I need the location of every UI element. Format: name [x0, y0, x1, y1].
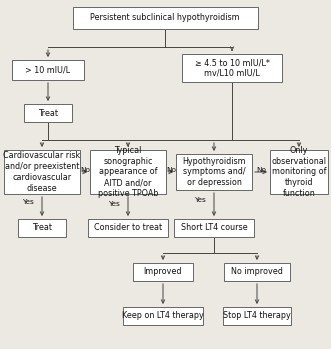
Text: Keep on LT4 therapy: Keep on LT4 therapy [122, 312, 204, 320]
Text: Treat: Treat [38, 109, 58, 118]
Text: Persistent subclinical hypothyroidism: Persistent subclinical hypothyroidism [90, 14, 240, 22]
Text: Hypothyroidism
symptoms and/
or depression: Hypothyroidism symptoms and/ or depressi… [182, 157, 246, 187]
Text: > 10 mIU/L: > 10 mIU/L [25, 66, 71, 74]
FancyBboxPatch shape [133, 263, 193, 281]
Text: Only
observational
monitoring of
thyroid
function: Only observational monitoring of thyroid… [271, 146, 326, 198]
FancyBboxPatch shape [182, 54, 282, 82]
FancyBboxPatch shape [12, 60, 84, 80]
FancyBboxPatch shape [174, 219, 254, 237]
FancyBboxPatch shape [123, 307, 203, 325]
Text: Stop LT4 therapy: Stop LT4 therapy [223, 312, 291, 320]
FancyBboxPatch shape [88, 219, 168, 237]
Text: No: No [80, 167, 90, 173]
FancyBboxPatch shape [18, 219, 66, 237]
FancyBboxPatch shape [4, 150, 80, 194]
FancyBboxPatch shape [90, 150, 166, 194]
Text: ≥ 4.5 to 10 mIU/L*
mv/L10 mIU/L: ≥ 4.5 to 10 mIU/L* mv/L10 mIU/L [195, 58, 269, 78]
Text: Treat: Treat [32, 223, 52, 232]
Text: Yes: Yes [22, 199, 34, 205]
Text: No improved: No improved [231, 267, 283, 276]
Text: Improved: Improved [144, 267, 182, 276]
Text: Short LT4 course: Short LT4 course [181, 223, 247, 232]
Text: Yes: Yes [194, 197, 206, 203]
FancyBboxPatch shape [270, 150, 328, 194]
FancyBboxPatch shape [24, 104, 72, 122]
FancyBboxPatch shape [224, 263, 290, 281]
Text: Consider to treat: Consider to treat [94, 223, 162, 232]
Text: Cardiovascular risk
and/or preexistent
cardiovascular
disease: Cardiovascular risk and/or preexistent c… [3, 151, 81, 193]
Text: Typical
sonographic
appearance of
AITD and/or
positive TPOAb: Typical sonographic appearance of AITD a… [98, 146, 158, 198]
FancyBboxPatch shape [72, 7, 258, 29]
Text: No: No [256, 167, 266, 173]
Text: Yes: Yes [108, 201, 120, 207]
Text: No: No [166, 167, 176, 173]
FancyBboxPatch shape [223, 307, 291, 325]
FancyBboxPatch shape [176, 154, 252, 190]
